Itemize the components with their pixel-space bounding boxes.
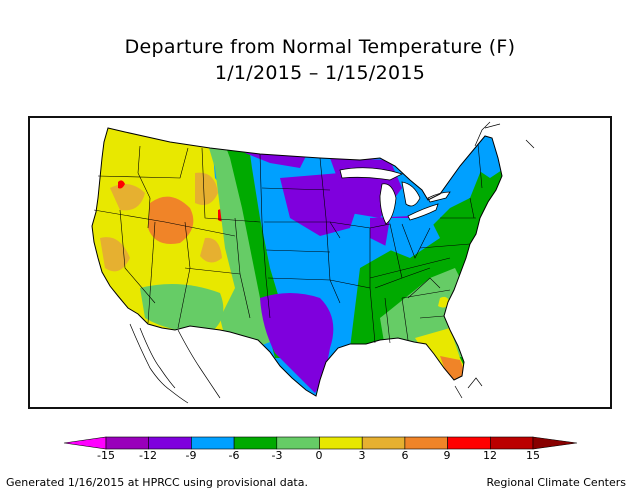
legend-segment	[447, 436, 491, 450]
legend-segment	[319, 436, 363, 450]
legend-segment	[105, 436, 150, 450]
legend-tick: 0	[315, 449, 323, 462]
legend-tick: -12	[139, 449, 157, 462]
map-frame	[28, 116, 612, 409]
legend-segments	[105, 436, 534, 450]
legend-tick: -15	[97, 449, 115, 462]
legend-segment	[404, 436, 448, 450]
us-temperature-map	[91, 121, 535, 404]
map-title: Departure from Normal Temperature (F)	[124, 36, 516, 58]
generated-note: Generated 1/16/2015 at HPRCC using provi…	[6, 476, 308, 489]
legend-segment	[148, 436, 192, 450]
color-legend	[63, 436, 578, 450]
legend-segment	[191, 436, 235, 450]
legend-segment	[361, 436, 406, 450]
legend-low-arrow	[63, 436, 107, 450]
legend-segment	[233, 436, 278, 450]
legend-tick: 3	[358, 449, 366, 462]
legend-high-arrow	[532, 436, 578, 450]
source-credit: Regional Climate Centers	[486, 476, 626, 489]
legend-tick: 12	[483, 449, 497, 462]
legend-tick: 6	[401, 449, 409, 462]
legend-tick: -9	[185, 449, 197, 462]
legend-tick: -3	[271, 449, 283, 462]
legend-labels: -15 -12 -9 -6 -3 0 3 6 9 12 15	[0, 449, 640, 463]
date-range: 1/1/2015 – 1/15/2015	[214, 62, 426, 84]
legend-tick: 15	[526, 449, 540, 462]
legend-tick: 9	[443, 449, 451, 462]
legend-segment	[276, 436, 320, 450]
legend-tick: -6	[228, 449, 240, 462]
legend-segment	[489, 436, 534, 450]
